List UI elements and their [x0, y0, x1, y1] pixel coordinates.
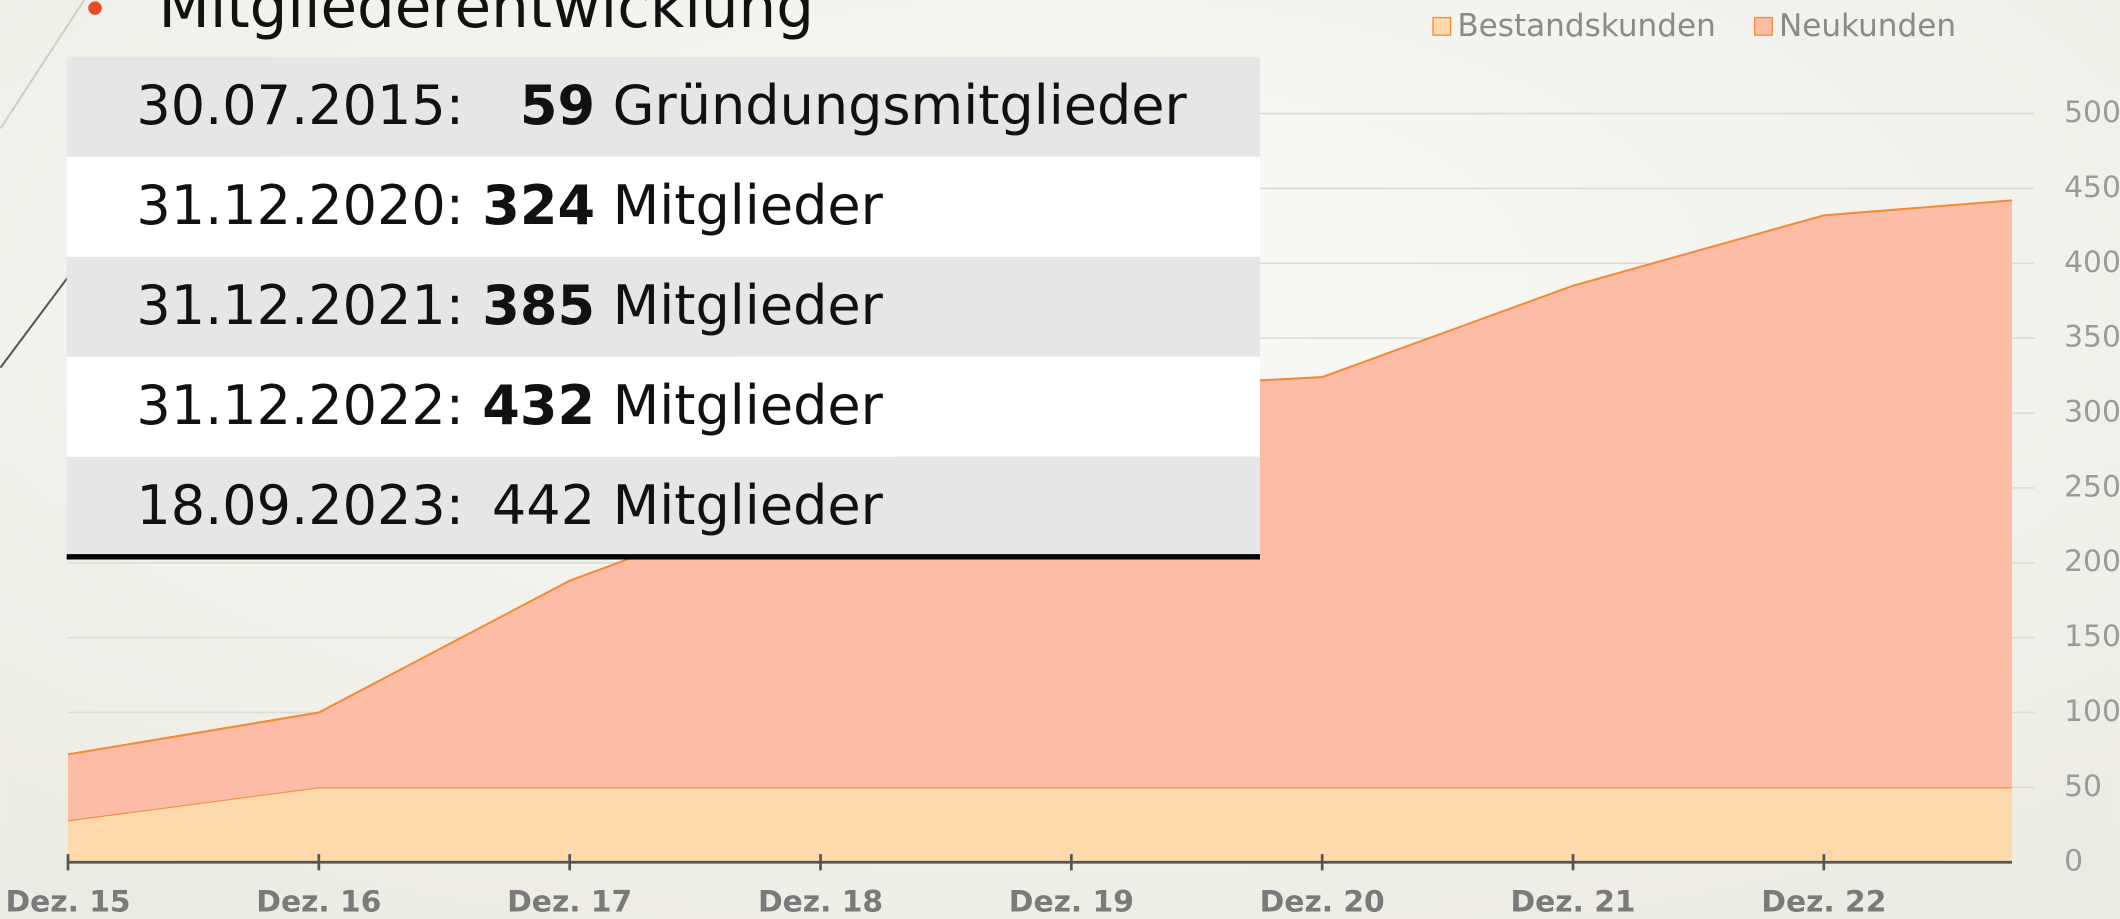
y-tick-label: 50: [2064, 769, 2102, 804]
count-cell: 385: [482, 274, 595, 337]
count-cell: 442: [492, 474, 595, 537]
x-tick-label: Dez. 17: [507, 884, 632, 919]
x-tick-label: Dez. 22: [1761, 884, 1886, 919]
y-tick-label: 500: [2064, 95, 2120, 130]
legend-swatch: [1753, 16, 1773, 36]
table-row: [66, 156, 1261, 257]
decor-line: [0, 276, 69, 369]
x-tick-label: Dez. 15: [5, 884, 130, 919]
y-tick-label: 150: [2064, 619, 2120, 654]
y-tick-label: 350: [2064, 320, 2120, 355]
count-cell: 59: [520, 74, 595, 137]
count-cell: 432: [482, 374, 595, 437]
label-cell: Mitglieder: [613, 274, 884, 337]
decor-line: [0, 0, 86, 129]
table: 30.07.2015: 59 Gründungsmitglieder 31.12.20…: [66, 56, 1261, 560]
table-row: [66, 256, 1261, 357]
x-tick-label: Dez. 18: [758, 884, 883, 919]
y-tick-label: 200: [2064, 544, 2120, 579]
y-tick-label: 300: [2064, 395, 2120, 430]
y-tick-label: 250: [2064, 469, 2120, 504]
y-tick-label: 450: [2064, 170, 2120, 205]
bullet: [88, 1, 102, 15]
x-tick-label: Dez. 21: [1510, 884, 1635, 919]
y-tick-label: 100: [2064, 694, 2120, 729]
legend-label: Neukunden: [1779, 8, 1956, 44]
x-tick-label: Dez. 20: [1260, 884, 1385, 919]
table-row: [66, 56, 1261, 157]
label-cell: Mitglieder: [613, 374, 884, 437]
title: Mitgliederentwicklung: [159, 0, 814, 42]
date-cell: 31.12.2021:: [136, 274, 464, 337]
date-cell: 30.07.2015:: [136, 74, 464, 137]
x-tick-label: Dez. 19: [1009, 884, 1134, 919]
date-cell: 18.09.2023:: [136, 474, 464, 537]
y-tick-label: 400: [2064, 245, 2120, 280]
x-tick-label: Dez. 16: [256, 884, 381, 919]
date-cell: 31.12.2022:: [136, 374, 464, 437]
table-row: [66, 356, 1261, 457]
legend-swatch: [1432, 16, 1452, 36]
label-cell: Mitglieder: [613, 474, 884, 537]
table-row: [66, 456, 1261, 557]
date-cell: 31.12.2020:: [136, 174, 464, 237]
count-cell: 324: [482, 174, 595, 237]
y-tick-label: 0: [2064, 844, 2083, 879]
label-cell: Gründungsmitglieder: [613, 74, 1188, 137]
area-fill: [68, 787, 2012, 863]
legend-label: Bestandskunden: [1457, 8, 1715, 44]
label-cell: Mitglieder: [613, 174, 884, 237]
